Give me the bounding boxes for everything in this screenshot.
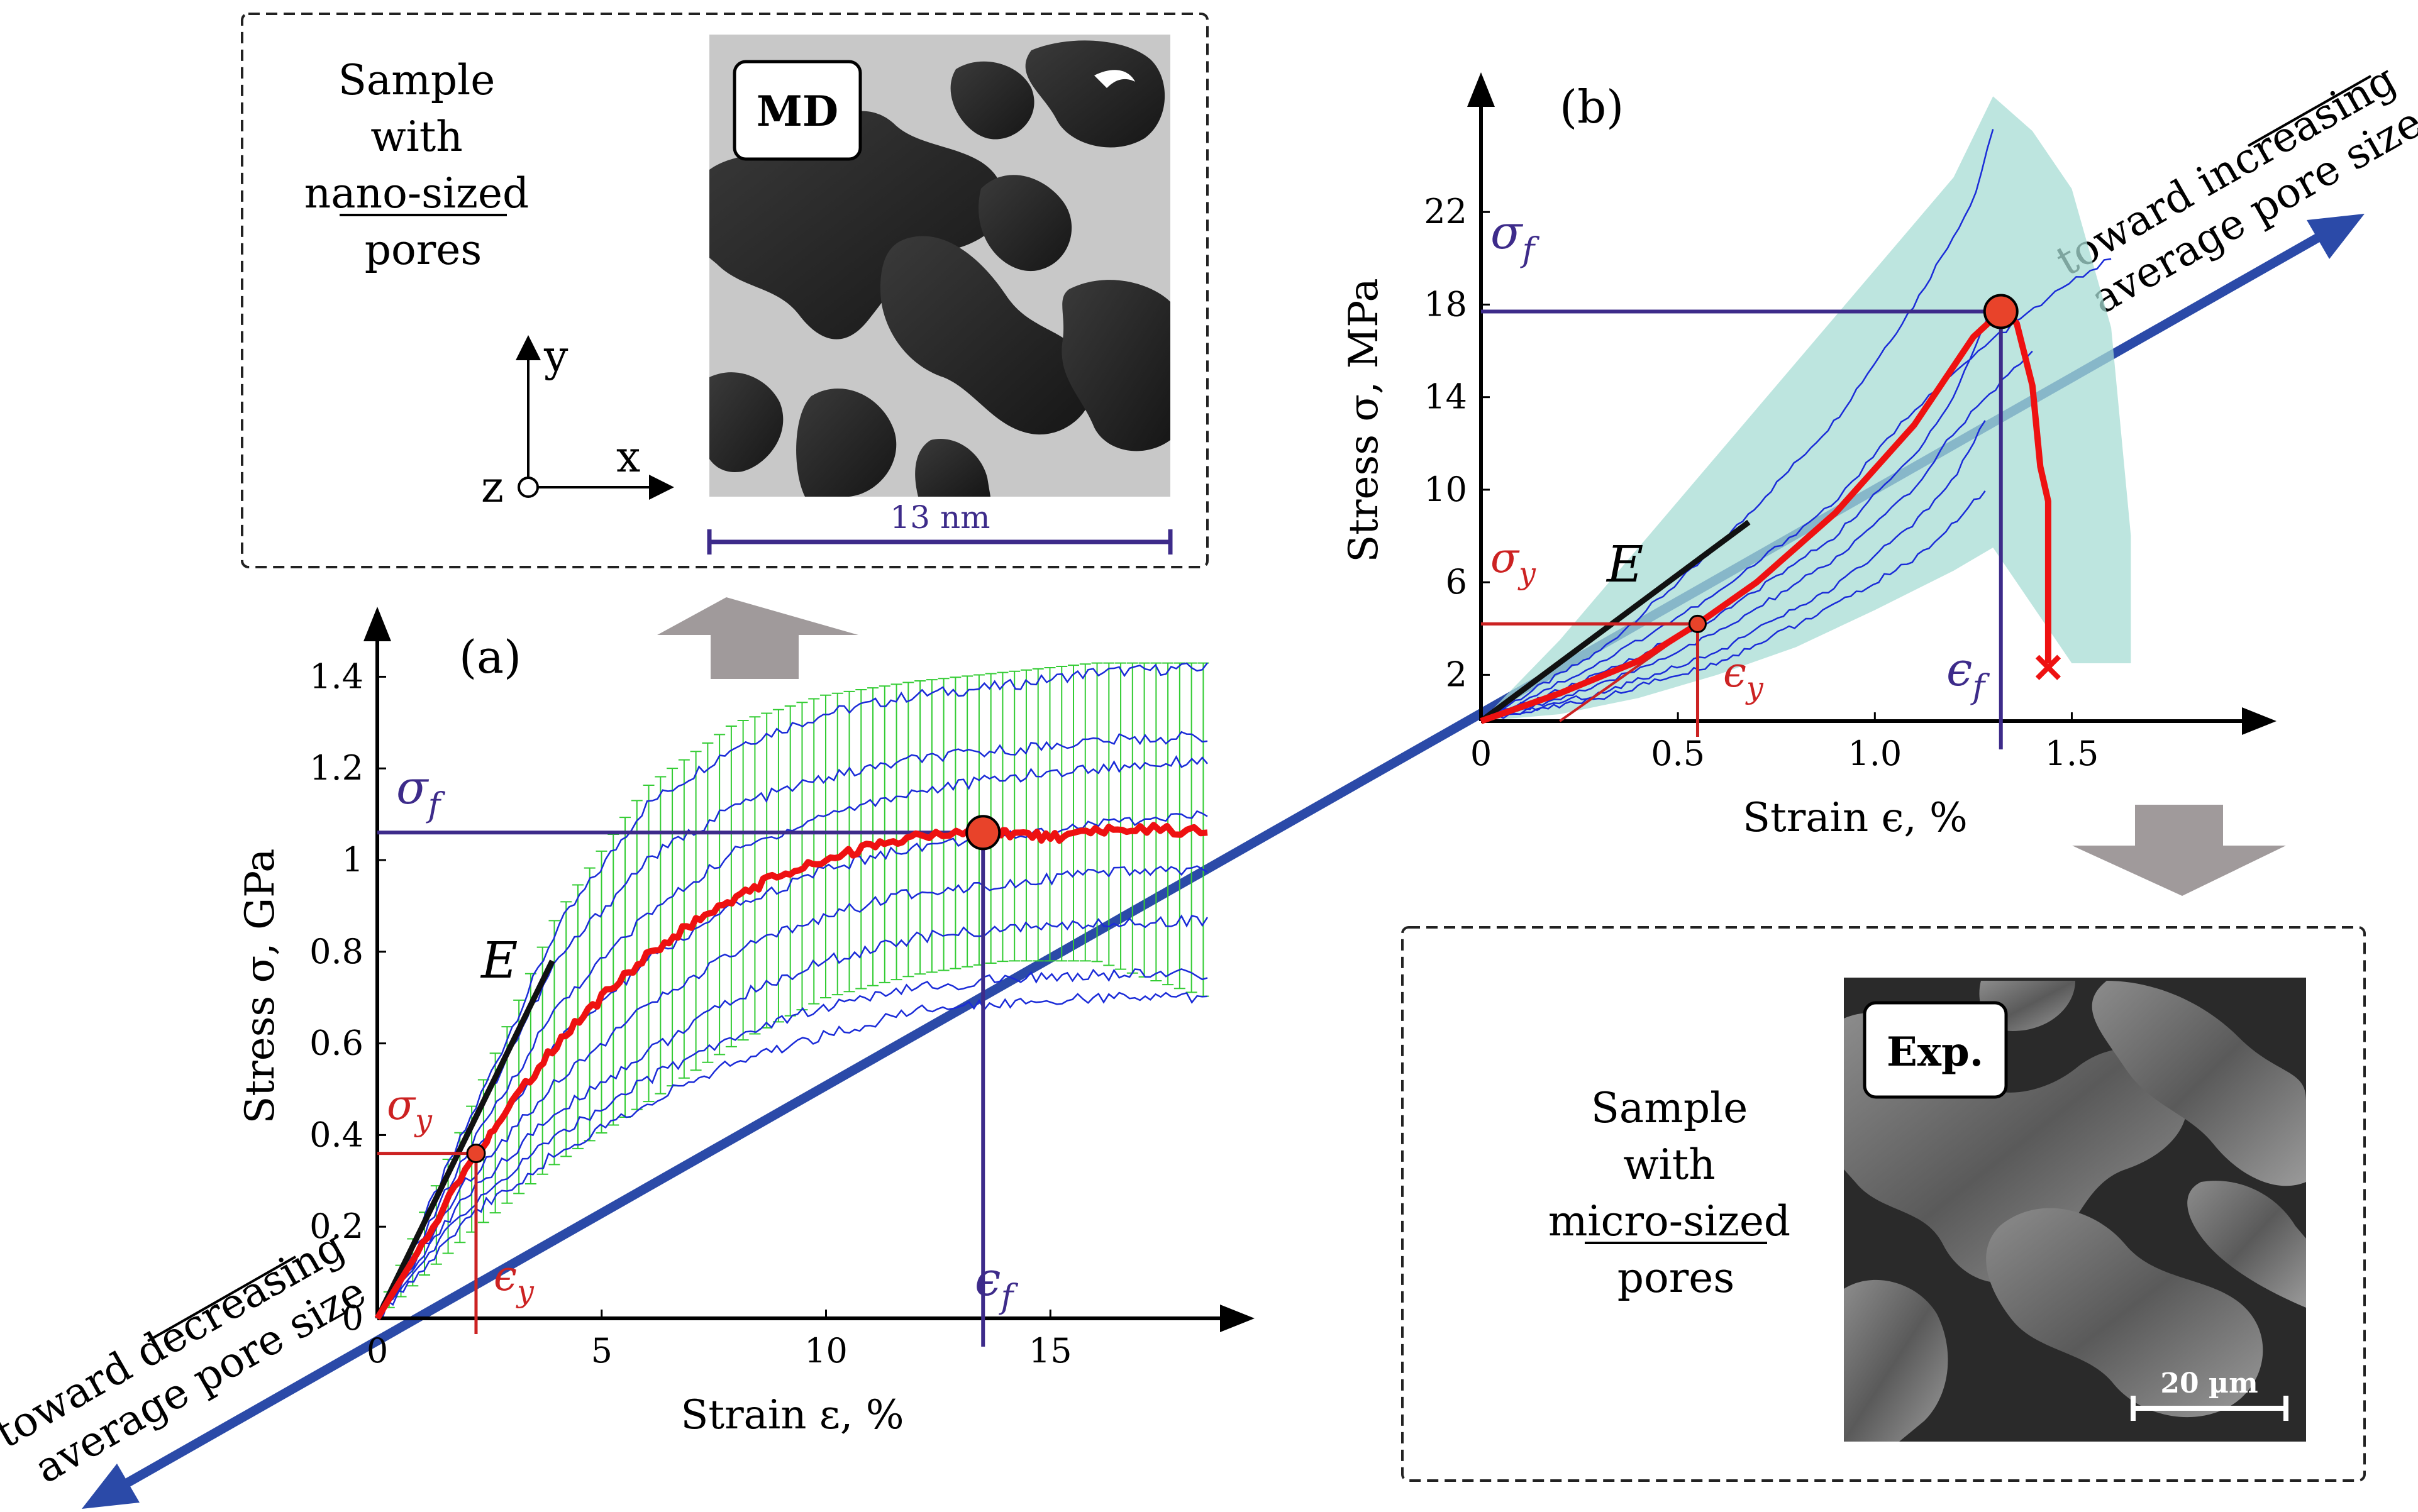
sample-curve [377, 991, 1208, 1320]
md-scale-label: 13 nm [890, 499, 990, 536]
exp-tag: Exp. [1887, 1029, 1983, 1076]
decreasing-label: toward decreasing average pore size [0, 1215, 389, 1501]
decreasing-arrowhead [82, 1464, 140, 1509]
y-tick-label: 1.2 [309, 748, 363, 788]
confidence-band [1481, 96, 2131, 721]
chart-b: 0 0.5 1.0 1.5 2 6 10 14 18 22 Strain ϵ, % Stress σ,… [1341, 72, 2277, 841]
x-axis-arrowhead [2242, 707, 2277, 735]
x-tick-label: 1.5 [2045, 734, 2099, 773]
down-arrow-to-exp [2072, 805, 2286, 896]
y-tick-label: 0.8 [309, 932, 363, 971]
sigma-y-label: σy [387, 1081, 433, 1138]
y-tick-label: 0.2 [309, 1206, 363, 1246]
y-tick-label: 6 [1446, 562, 1467, 602]
x-axis-label: Strain ε, % [681, 1392, 904, 1438]
y-axis-label: Stress σ, GPa [237, 849, 284, 1124]
panel-label: (a) [459, 631, 521, 683]
exp-box-frame [1401, 926, 2366, 1482]
md-scale-bar: 13 nm [707, 499, 1173, 555]
failure-point [1983, 294, 2019, 329]
increasing-underline [2248, 75, 2371, 147]
sigma-f-label: σf [1490, 206, 1540, 270]
panel-label: (b) [1560, 80, 1624, 133]
sample-curve [1480, 258, 2112, 722]
mean-curve [1480, 308, 2051, 724]
coordinate-axes-icon: y x z [481, 332, 674, 512]
x-tick-label: 10 [804, 1331, 848, 1371]
epsilon-f-label: ϵf [1946, 643, 1990, 707]
sample-curve [377, 968, 1208, 1320]
sem-scale-label: 20 µm [2160, 1367, 2258, 1399]
md-tag: MD [757, 87, 838, 136]
exp-tag-box [1863, 1001, 2008, 1099]
modulus-label: E [480, 931, 518, 990]
y-tick-label: 0.4 [309, 1115, 363, 1154]
y-axis-label: Stress σ, MPa [1341, 278, 1387, 562]
y-tick-label: 0 [342, 1298, 363, 1338]
sigma-y-label: σy [1490, 534, 1536, 591]
y-axis-label: y [543, 332, 568, 382]
sample-curve [1480, 490, 1986, 722]
sample-curve [1480, 129, 1994, 722]
md-render-image: MD [709, 35, 1170, 497]
x-tick-label: 15 [1029, 1331, 1072, 1371]
sample-curve [1480, 420, 1986, 722]
chart-a: 0 5 10 15 0 0.2 0.4 0.6 0.8 1 1.2 1.4 Strain ε, % Str… [237, 607, 1255, 1438]
md-tag-box [733, 60, 862, 161]
x-tick-label: 0.5 [1651, 734, 1705, 773]
y-tick-label: 1 [342, 840, 363, 880]
sem-scale-bar: 20 µm [2131, 1367, 2288, 1421]
y-tick-label: 14 [1424, 377, 1467, 417]
sample-curve [376, 662, 1208, 1319]
modulus-line [374, 959, 555, 1320]
y-tick-label: 10 [1424, 470, 1467, 509]
exp-caption: Sample with micro-sized pores [1548, 1084, 1804, 1302]
decreasing-underline [147, 1255, 296, 1342]
x-axis-label: Strain ϵ, % [1743, 795, 1968, 841]
sample-curve [1480, 350, 2033, 722]
x-axis-arrowhead [1220, 1305, 1255, 1332]
failure-point [965, 815, 1001, 851]
sample-curve [377, 914, 1209, 1319]
y-tick-label: 22 [1424, 192, 1467, 231]
epsilon-y-label: ϵy [494, 1252, 535, 1309]
x-tick-label: 0 [1470, 734, 1492, 773]
x-tick-label: 0 [367, 1331, 388, 1371]
y-axis-arrowhead [363, 607, 391, 641]
y-tick-label: 2 [1446, 654, 1467, 694]
up-arrow-to-md [657, 597, 858, 679]
sem-image: Exp. 20 µm [1844, 978, 2306, 1442]
x-axis-label: x [616, 433, 640, 482]
y-axis-arrowhead [1467, 72, 1495, 107]
md-box-frame [241, 13, 1209, 568]
modulus-label: E [1606, 535, 1643, 593]
increasing-arrowhead [2307, 214, 2365, 259]
sigma-f-label: σf [396, 761, 446, 825]
z-axis-label: z [481, 463, 504, 512]
md-sample-box: Sample with nano-sized pores y x z [241, 13, 1209, 568]
mean-curve [374, 822, 1208, 1320]
sample-curve [376, 731, 1208, 1319]
y-tick-label: 1.4 [309, 656, 363, 696]
exp-sample-box: Sample with micro-sized pores Exp. 20 µm [1401, 926, 2366, 1482]
y-tick-label: 0.6 [309, 1024, 363, 1063]
yield-point [466, 1144, 486, 1164]
md-caption: Sample with nano-sized pores [304, 56, 542, 274]
z-axis-out-icon [518, 477, 539, 498]
y-tick-label: 18 [1424, 284, 1467, 324]
failure-end-marker: ✕ [2031, 645, 2065, 692]
epsilon-y-label: ϵy [1723, 648, 1764, 705]
yield-point [1688, 614, 1707, 633]
sample-curve [376, 865, 1208, 1319]
modulus-line [1479, 519, 1751, 724]
x-tick-label: 1.0 [1848, 734, 1902, 773]
sample-curve [376, 755, 1208, 1319]
x-tick-label: 5 [591, 1331, 613, 1371]
